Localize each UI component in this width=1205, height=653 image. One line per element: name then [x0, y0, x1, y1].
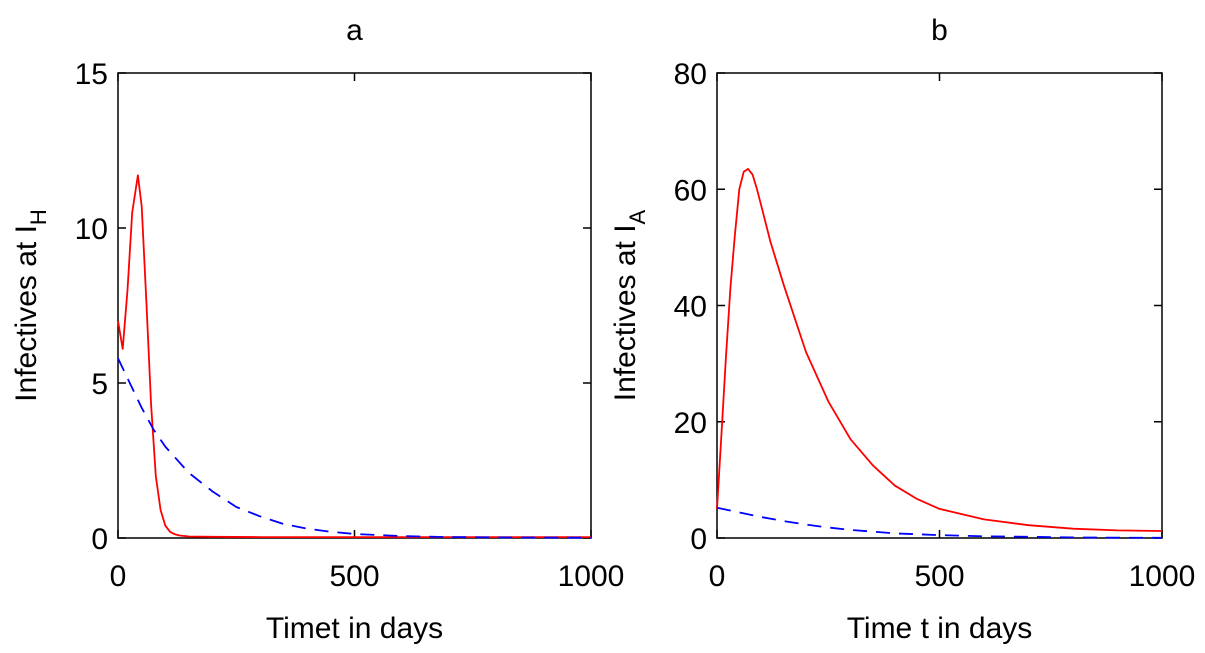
subplot-title: a: [346, 14, 363, 47]
subplot-a: a Timet in days Infectives at IH 0 500 100…: [10, 14, 624, 645]
y-tick-label: 0: [91, 523, 108, 556]
y-tick-label: 15: [75, 58, 108, 91]
x-axis-label: Timet in days: [266, 612, 443, 645]
plot-area: [117, 72, 592, 539]
plot-area: [716, 72, 1163, 539]
y-axis-label-main: Infectives at I: [10, 225, 43, 402]
axis-ticks: 0 500 1000 0 5 10 15: [75, 58, 625, 593]
y-axis-label: Infectives at IH: [10, 209, 51, 402]
x-tick-label: 500: [329, 560, 379, 593]
subplot-b: b Time t in days Infectives at IA 0 500 10…: [609, 14, 1195, 645]
x-tick-label: 500: [914, 560, 964, 593]
y-tick-label: 60: [674, 174, 707, 207]
series-lines: [117, 174, 591, 539]
x-tick-label: 1000: [1129, 560, 1196, 593]
y-tick-label: 10: [75, 213, 108, 246]
y-tick-label: 20: [674, 407, 707, 440]
subplot-title: b: [931, 14, 948, 47]
series-lines: [716, 167, 1163, 539]
y-axis-label-subscript: A: [625, 209, 650, 224]
solid-series-line: [716, 167, 1163, 532]
y-axis-label-main: Infectives at I: [609, 224, 642, 401]
x-axis-label: Time t in days: [847, 612, 1033, 645]
axis-ticks: 0 500 1000 0 20 40 60 80: [674, 58, 1196, 593]
x-tick-label: 0: [110, 560, 127, 593]
x-tick-label: 1000: [558, 560, 625, 593]
x-tick-label: 0: [709, 560, 726, 593]
y-tick-label: 0: [690, 523, 707, 556]
y-axis-label: Infectives at IA: [609, 209, 650, 401]
y-tick-label: 40: [674, 291, 707, 324]
dashed-series-line: [117, 357, 591, 539]
y-axis-label-subscript: H: [26, 209, 51, 225]
dashed-series-line: [716, 506, 1163, 539]
solid-series-line: [117, 174, 591, 538]
y-tick-label: 5: [91, 368, 108, 401]
y-tick-label: 80: [674, 58, 707, 91]
